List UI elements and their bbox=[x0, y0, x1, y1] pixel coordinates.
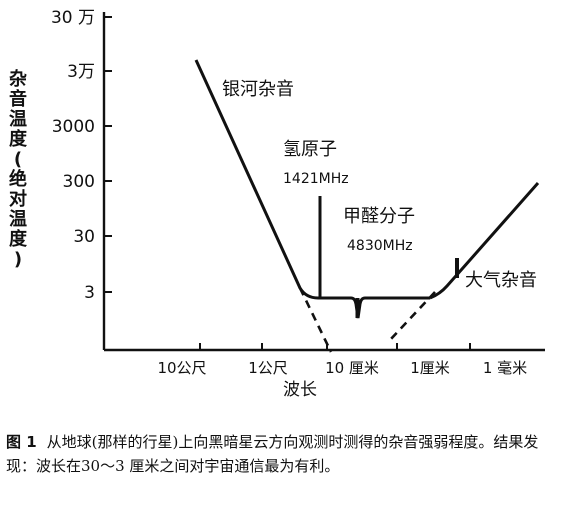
y-axis-label-char: 音 bbox=[9, 89, 27, 110]
x-ticks bbox=[199, 343, 471, 350]
y-axis-label-char: 温 bbox=[9, 209, 27, 230]
y-tick-label: 300 bbox=[63, 172, 95, 192]
y-axis-label-char: ) bbox=[13, 249, 23, 270]
y-axis-label-char: 度 bbox=[9, 129, 27, 150]
x-tick-label: 1厘米 bbox=[410, 359, 450, 377]
y-axis-label: 杂音温度(绝对温度) bbox=[4, 70, 32, 270]
atmospheric-extrapolation bbox=[389, 291, 436, 341]
x-tick-label: 1公尺 bbox=[248, 359, 288, 377]
figure-number: 图 1 bbox=[6, 433, 37, 451]
x-tick-label: 1 毫米 bbox=[483, 359, 527, 377]
atmospheric-noise-line bbox=[429, 182, 540, 300]
y-axis-label-char: 度 bbox=[9, 229, 27, 250]
hydrogen-label: 氢原子 bbox=[283, 139, 337, 160]
y-axis-label-char: ( bbox=[13, 149, 23, 170]
hydrogen-frequency-label: 1421MHz bbox=[283, 171, 349, 187]
y-axis-label-char: 对 bbox=[9, 189, 27, 210]
galactic-noise-label: 银河杂音 bbox=[222, 79, 294, 100]
y-tick-label: 3 bbox=[84, 283, 95, 303]
y-axis-label-char: 杂 bbox=[9, 69, 27, 90]
caption-text: 从地球(那样的行星)上向黑暗星云方向观测时测得的杂音强弱程度。结果发现：波长在3… bbox=[6, 433, 539, 475]
galactic-extrapolation bbox=[298, 287, 333, 353]
y-ticks bbox=[104, 16, 112, 293]
y-axis-label-char: 绝 bbox=[9, 169, 27, 190]
y-tick-label: 30 bbox=[73, 227, 95, 247]
figure-caption: 图 1 从地球(那样的行星)上向黑暗星云方向观测时测得的杂音强弱程度。结果发现：波… bbox=[6, 430, 562, 478]
atmospheric-noise-label: 大气杂音 bbox=[465, 270, 537, 291]
formaldehyde-frequency-label: 4830MHz bbox=[347, 238, 413, 254]
x-tick-label: 10 厘米 bbox=[325, 359, 379, 377]
y-tick-label: 30 万 bbox=[51, 8, 95, 28]
noise-temperature-chart: 30 万 3万 3000 300 30 3 10公尺 1公尺 10 厘米 1厘米… bbox=[51, 8, 545, 400]
y-tick-label: 3万 bbox=[67, 62, 95, 82]
x-tick-label: 10公尺 bbox=[157, 359, 206, 377]
formaldehyde-label: 甲醛分子 bbox=[343, 206, 415, 227]
y-axis-label-char: 温 bbox=[9, 109, 27, 130]
y-tick-label: 3000 bbox=[52, 117, 95, 137]
x-axis-label: 波长 bbox=[283, 380, 317, 400]
